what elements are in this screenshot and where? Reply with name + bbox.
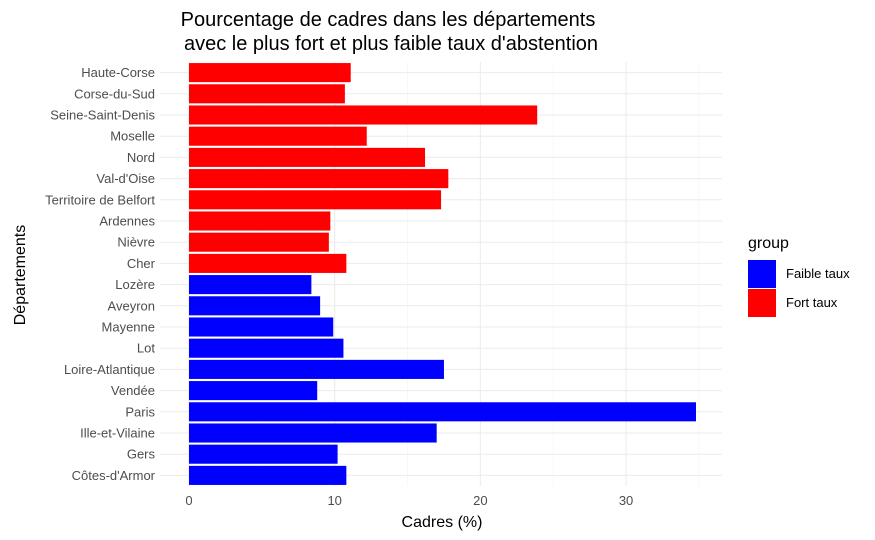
bar — [189, 359, 444, 379]
y-tick-label: Vendée — [111, 383, 155, 398]
legend: group Faible taux Fort taux — [748, 235, 850, 317]
x-axis-title: Cadres (%) — [402, 514, 483, 531]
y-tick-label: Paris — [125, 404, 155, 419]
y-axis-title: Départements — [12, 225, 29, 326]
y-tick-label: Haute-Corse — [81, 65, 155, 80]
bar — [189, 105, 538, 125]
legend-title: group — [748, 235, 789, 252]
bar — [189, 402, 696, 422]
y-tick-label: Corse-du-Sud — [74, 86, 155, 101]
bar — [189, 381, 318, 401]
chart-title-line1: Pourcentage de cadres dans les départeme… — [181, 9, 596, 31]
y-tick-label: Ardennes — [99, 214, 155, 229]
x-tick-label: 20 — [473, 493, 487, 508]
y-tick-label: Lot — [137, 341, 155, 356]
bar — [189, 296, 321, 316]
y-tick-label: Loire-Atlantique — [64, 362, 155, 377]
y-tick-label: Ille-et-Vilaine — [80, 426, 155, 441]
y-tick-label: Territoire de Belfort — [45, 192, 155, 207]
y-tick-label: Lozère — [115, 277, 155, 292]
y-tick-label: Moselle — [110, 129, 155, 144]
bar — [189, 275, 312, 295]
y-tick-label: Cher — [127, 256, 156, 271]
x-tick-label: 10 — [327, 493, 341, 508]
chart-title-line2: avec le plus fort et plus faible taux d'… — [184, 33, 598, 55]
bar — [189, 253, 347, 273]
bar — [189, 84, 345, 104]
bar — [189, 190, 442, 210]
bar — [189, 465, 347, 485]
legend-swatch — [748, 260, 776, 288]
bar — [189, 147, 426, 167]
legend-label: Fort taux — [786, 295, 838, 310]
bar — [189, 338, 344, 358]
bar — [189, 317, 334, 337]
bar — [189, 169, 449, 189]
y-tick-label: Val-d'Oise — [96, 171, 155, 186]
bar — [189, 126, 367, 146]
bar — [189, 63, 351, 83]
y-tick-label: Côtes-d'Armor — [72, 468, 156, 483]
legend-label: Faible taux — [786, 266, 850, 281]
x-tick-label: 30 — [619, 493, 633, 508]
bar — [189, 444, 338, 464]
y-tick-label: Seine-Saint-Denis — [50, 108, 155, 123]
bar — [189, 232, 329, 252]
y-tick-label: Gers — [127, 447, 156, 462]
plot-area: Haute-Corse Corse-du-Sud Seine-Saint-Denis… — [45, 62, 722, 508]
x-tick-label: 0 — [185, 493, 192, 508]
y-tick-label: Nord — [127, 150, 155, 165]
y-tick-label: Aveyron — [108, 298, 155, 313]
y-tick-label: Nièvre — [117, 235, 155, 250]
y-tick-label: Mayenne — [102, 320, 155, 335]
bar — [189, 211, 331, 231]
legend-swatch — [748, 289, 776, 317]
bar — [189, 423, 437, 443]
